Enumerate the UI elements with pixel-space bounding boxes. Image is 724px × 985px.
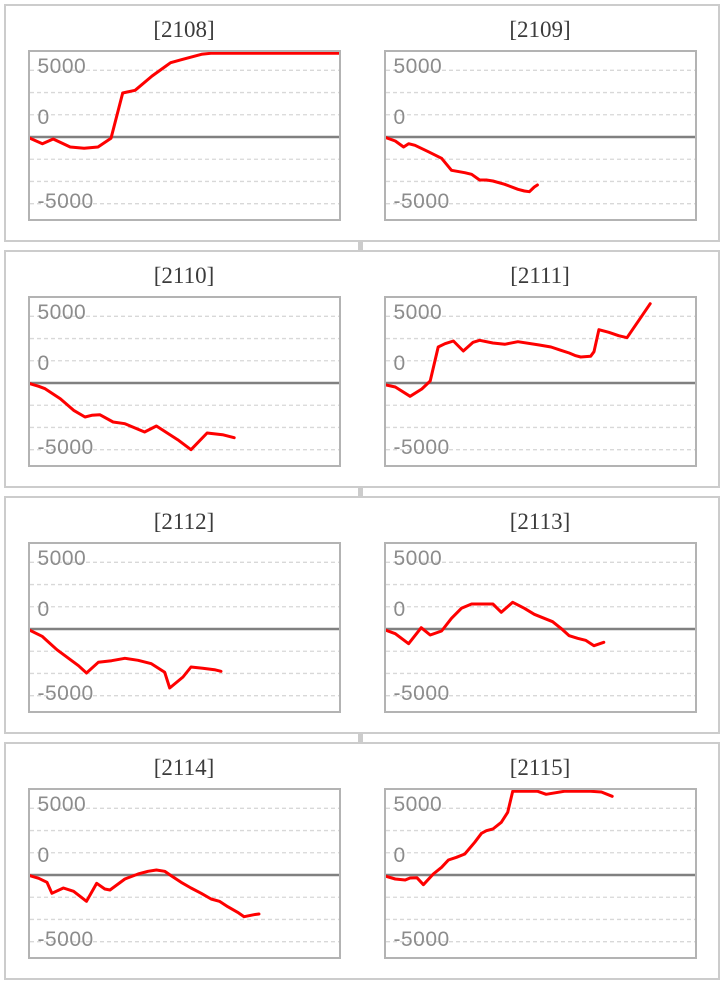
y-axis-label-5000: 5000	[37, 793, 87, 816]
chart-canvas	[385, 69, 695, 205]
chart-title: [2113]	[509, 509, 571, 534]
chart-title: [2111]	[510, 263, 570, 288]
chart-plot-area: 5000 0 -5000	[27, 542, 341, 713]
chart-plot-area: 5000 0 -5000	[383, 50, 697, 221]
data-line	[29, 868, 260, 919]
y-axis-label-minus-5000: -5000	[37, 436, 94, 459]
y-axis-label-5000: 5000	[393, 301, 443, 324]
y-axis-label-5000: 5000	[37, 55, 87, 78]
chart-cell: [2113] 5000 0 -5000	[362, 498, 718, 732]
chart-cell: [2115] 5000 0 -5000	[362, 744, 718, 978]
y-axis-label-0: 0	[37, 598, 50, 621]
chart-plot-area: 5000 0 -5000	[27, 296, 341, 467]
data-line	[29, 382, 236, 452]
chart-canvas	[29, 807, 339, 943]
chart-title: [2115]	[509, 755, 571, 780]
y-axis-label-minus-5000: -5000	[37, 928, 94, 951]
chart-canvas	[29, 52, 339, 205]
y-axis-label-0: 0	[37, 352, 50, 375]
y-axis-label-0: 0	[393, 844, 406, 867]
chart-plot-area: 5000 0 -5000	[27, 50, 341, 221]
chart-plot-area: 5000 0 -5000	[383, 542, 697, 713]
data-line	[385, 302, 652, 398]
y-axis-label-minus-5000: -5000	[37, 682, 94, 705]
chart-cell: [2108] 5000 0 -5000	[6, 6, 362, 240]
y-axis-label-minus-5000: -5000	[37, 190, 94, 213]
chart-cell: [2111] 5000 0 -5000	[362, 252, 718, 486]
data-line	[385, 136, 539, 194]
chart-cell: [2110] 5000 0 -5000	[6, 252, 362, 486]
data-line	[29, 628, 222, 690]
charts-row: [2108] 5000 0 -5000 [2109] 5000 0 -5000	[4, 4, 720, 242]
chart-title: [2110]	[153, 263, 215, 288]
data-line	[385, 790, 614, 887]
chart-plot-area: 5000 0 -5000	[383, 296, 697, 467]
y-axis-label-0: 0	[37, 844, 50, 867]
chart-title: [2114]	[153, 755, 215, 780]
data-line	[29, 52, 339, 150]
chart-title: [2109]	[509, 17, 571, 42]
chart-plot-area: 5000 0 -5000	[27, 788, 341, 959]
y-axis-label-5000: 5000	[393, 547, 443, 570]
chart-cell: [2109] 5000 0 -5000	[362, 6, 718, 240]
chart-canvas	[385, 302, 695, 451]
y-axis-label-minus-5000: -5000	[393, 436, 450, 459]
y-axis-label-0: 0	[393, 106, 406, 129]
y-axis-label-minus-5000: -5000	[393, 190, 450, 213]
chart-title: [2112]	[153, 509, 215, 534]
charts-row: [2112] 5000 0 -5000 [2113] 5000 0 -5000	[4, 496, 720, 734]
y-axis-label-5000: 5000	[37, 301, 87, 324]
y-axis-label-0: 0	[393, 352, 406, 375]
y-axis-label-5000: 5000	[393, 793, 443, 816]
column-divider	[358, 4, 363, 980]
y-axis-label-5000: 5000	[393, 55, 443, 78]
chart-canvas	[385, 790, 695, 943]
charts-row: [2110] 5000 0 -5000 [2111] 5000 0 -5000	[4, 250, 720, 488]
y-axis-label-0: 0	[37, 106, 50, 129]
chart-cell: [2112] 5000 0 -5000	[6, 498, 362, 732]
chart-title: [2108]	[153, 17, 215, 42]
chart-canvas	[29, 315, 339, 452]
data-line	[385, 600, 605, 648]
charts-row: [2114] 5000 0 -5000 [2115] 5000 0 -5000	[4, 742, 720, 980]
y-axis-label-0: 0	[393, 598, 406, 621]
chart-canvas	[385, 561, 695, 697]
chart-cell: [2114] 5000 0 -5000	[6, 744, 362, 978]
y-axis-label-5000: 5000	[37, 547, 87, 570]
y-axis-label-minus-5000: -5000	[393, 682, 450, 705]
chart-canvas	[29, 561, 339, 697]
y-axis-label-minus-5000: -5000	[393, 928, 450, 951]
chart-plot-area: 5000 0 -5000	[383, 788, 697, 959]
